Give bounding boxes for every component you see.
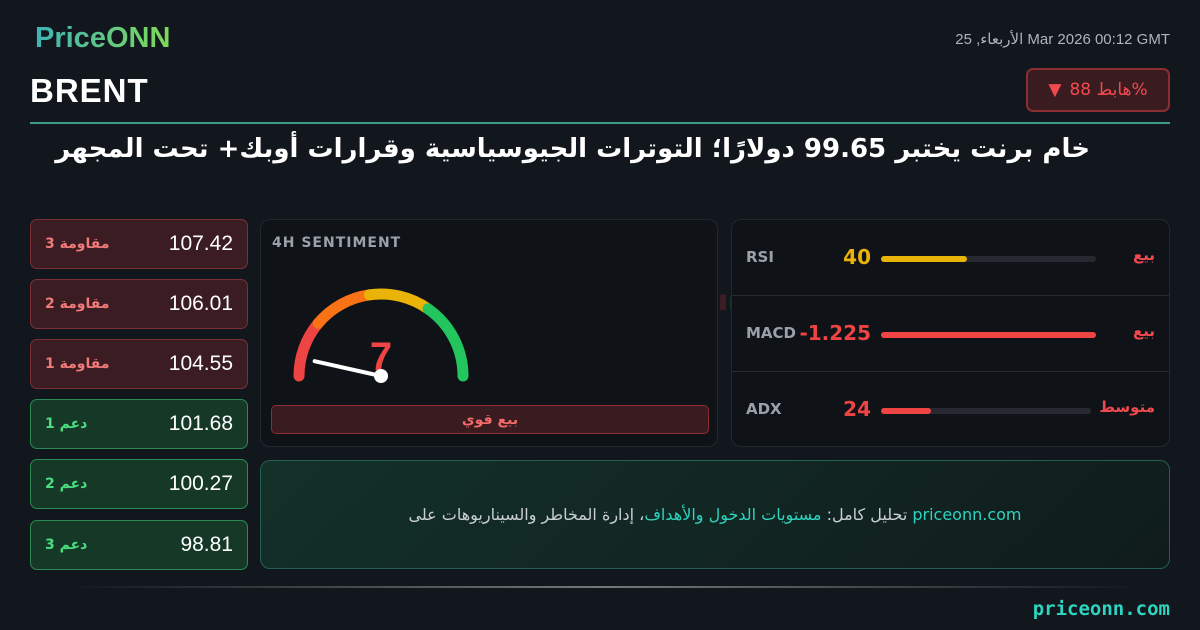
cta-text-1: تحليل كامل: <box>821 505 913 524</box>
level-label: دعم 2 <box>45 476 88 492</box>
indicator-signal: بيع <box>1132 246 1155 264</box>
timestamp: الأربعاء, 25 Mar 2026 00:12 GMT <box>955 31 1170 48</box>
indicator-row-adx: ADX 24 متوسط <box>732 372 1169 448</box>
gauge-pivot <box>374 369 388 383</box>
triangle-down-icon: ▼ <box>1048 80 1062 100</box>
footer-site[interactable]: priceonn.com <box>1032 598 1170 620</box>
gauge: 7 <box>293 288 469 383</box>
sentiment-gauge-card: 4H SENTIMENT 7 بيع قوي <box>260 219 718 447</box>
level-value: 101.68 <box>168 412 233 435</box>
background-candle <box>720 294 726 311</box>
indicator-row-macd: MACD -1.225 بيع <box>732 296 1169 372</box>
headline: خام برنت يختبر 99.65 دولارًا؛ التوترات ا… <box>55 134 1090 164</box>
indicator-bar <box>881 256 1096 262</box>
cta-highlight: مستويات الدخول والأهداف <box>644 505 822 524</box>
level-support: دعم 2 100.27 <box>30 459 248 509</box>
level-resistance: مقاومة 3 107.42 <box>30 219 248 269</box>
indicator-bar-fill <box>881 408 932 414</box>
level-label: دعم 1 <box>45 416 88 432</box>
ticker-symbol: BRENT <box>30 72 149 109</box>
gauge-value: 7 <box>370 335 392 379</box>
gauge-segment <box>364 288 434 315</box>
indicator-bar-fill <box>881 332 1096 338</box>
level-label: مقاومة 3 <box>45 236 110 252</box>
verdict-label: بيع قوي <box>271 405 709 434</box>
level-support: دعم 1 101.68 <box>30 399 248 449</box>
indicator-bar <box>881 408 1091 414</box>
level-value: 100.27 <box>168 472 233 495</box>
cta-text-2: ، إدارة المخاطر والسيناريوهات على <box>408 505 645 524</box>
indicator-value: 24 <box>843 397 871 421</box>
gauge-needle <box>312 359 383 378</box>
level-value: 107.42 <box>168 232 233 255</box>
indicator-name: MACD <box>746 324 796 342</box>
level-resistance: مقاومة 1 104.55 <box>30 339 248 389</box>
indicator-value: -1.225 <box>799 321 871 345</box>
indicator-bar-fill <box>881 256 967 262</box>
level-resistance: مقاومة 2 106.01 <box>30 279 248 329</box>
level-label: مقاومة 2 <box>45 296 110 312</box>
indicator-value: 40 <box>843 245 871 269</box>
footer-divider <box>65 586 1145 588</box>
gauge-segment <box>422 303 469 382</box>
indicator-signal: متوسط <box>1099 398 1155 416</box>
level-value: 98.81 <box>180 533 233 556</box>
gauge-label: 4H SENTIMENT <box>272 235 402 251</box>
indicator-bar <box>881 332 1096 338</box>
indicator-name: RSI <box>746 248 774 266</box>
indicators-card: RSI 40 بيع MACD -1.225 بيع ADX 24 متوسط <box>731 219 1170 447</box>
level-value: 106.01 <box>168 292 233 315</box>
sentiment-badge: %هابط 88 ▼ <box>1026 68 1170 112</box>
gauge-segment <box>293 317 324 382</box>
analysis-link-banner[interactable]: priceonn.com تحليل كامل: مستويات الدخول … <box>260 460 1170 569</box>
level-label: مقاومة 1 <box>45 356 110 372</box>
level-label: دعم 3 <box>45 537 88 553</box>
indicator-name: ADX <box>746 400 782 418</box>
level-support: دعم 3 98.81 <box>30 520 248 570</box>
indicator-row-rsi: RSI 40 بيع <box>732 220 1169 296</box>
site-link[interactable]: priceonn.com <box>912 505 1022 524</box>
gauge-segment <box>312 289 376 329</box>
header-divider <box>30 122 1170 124</box>
indicator-signal: بيع <box>1132 322 1155 340</box>
logo: PriceONN <box>35 22 171 54</box>
level-value: 104.55 <box>168 352 233 375</box>
badge-text: %هابط 88 <box>1069 80 1148 100</box>
